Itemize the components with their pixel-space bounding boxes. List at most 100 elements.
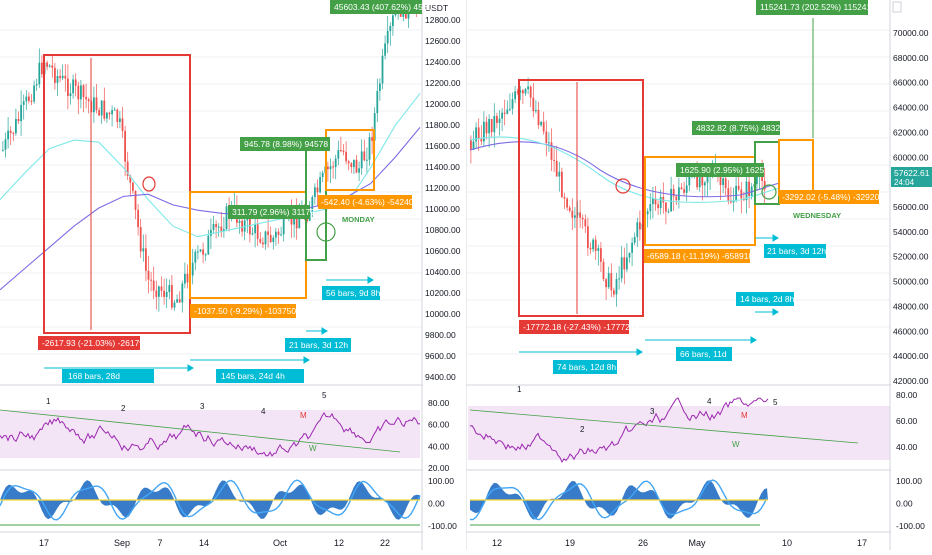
- left-candle: [277, 231, 280, 235]
- left-label-green-1-bg: [240, 137, 330, 151]
- right-candle: [745, 181, 748, 201]
- right-candle: [597, 248, 600, 251]
- right-candle: [529, 86, 532, 98]
- right-candle: [519, 90, 522, 93]
- left-candle: [194, 251, 197, 263]
- left-candle: [311, 197, 314, 213]
- right-candle: [501, 112, 503, 119]
- left-candle: [197, 251, 199, 253]
- left-green-circle: [316, 222, 336, 242]
- right-candle: [756, 176, 758, 185]
- right-candle: [566, 198, 568, 208]
- right-x-tick: May: [688, 538, 706, 548]
- left-label-orange-1-bg: [318, 195, 412, 209]
- left-x-tick: Sep: [114, 538, 130, 548]
- left-candle: [30, 100, 33, 102]
- left-rsi-mark-m: M: [300, 411, 307, 420]
- left-label-orange-2: -1037.50 (-9.29%) -103750: [194, 306, 296, 316]
- left-candle: [290, 214, 293, 225]
- left-candle: [295, 211, 298, 229]
- left-candle: [368, 137, 371, 160]
- left-candle: [210, 229, 212, 236]
- left-candle: [147, 270, 150, 280]
- right-label-top: 115241.73 (202.52%) 11524173: [760, 2, 881, 12]
- right-x-tick: 19: [565, 538, 575, 548]
- left-candle: [246, 218, 249, 221]
- right-label-red: -17772.18 (-27.43%) -1777218: [523, 322, 640, 332]
- left-candle: [158, 286, 160, 297]
- left-candle: [282, 217, 285, 235]
- left-label-orange-1: -542.40 (-4.63%) -54240: [321, 197, 414, 207]
- left-candle: [119, 118, 121, 122]
- right-candle: [607, 273, 610, 288]
- left-price-tick-label: 9600.00: [425, 351, 456, 361]
- right-osc-tick-label: 0.00: [896, 499, 913, 509]
- left-osc-tick-label: 100.00: [428, 476, 454, 486]
- price-tag-bg: [891, 167, 932, 187]
- left-label-red: -2617.93 (-21.03%) -261793: [42, 338, 149, 348]
- left-candle: [132, 182, 134, 191]
- right-osc-signal-line: [469, 479, 768, 521]
- right-candle: [620, 257, 623, 279]
- right-candle: [472, 141, 475, 150]
- left-candle: [137, 209, 139, 228]
- left-candle: [9, 130, 12, 133]
- left-price-tick-label: 10000.00: [425, 309, 461, 319]
- right-candle: [592, 239, 594, 250]
- right-candle: [537, 109, 540, 126]
- left-candle: [74, 79, 77, 86]
- left-candle: [243, 220, 246, 232]
- left-candle: [181, 283, 184, 303]
- right-price-tick-label: 64000.00: [893, 103, 929, 113]
- left-candle: [80, 85, 82, 100]
- right-candle: [496, 116, 498, 123]
- left-x-tick: 22: [380, 538, 390, 548]
- right-label-green-2-bg: [676, 163, 764, 177]
- left-candle: [238, 220, 241, 223]
- right-x-tick: 17: [857, 538, 867, 548]
- left-candle: [360, 151, 363, 169]
- left-x-tick: 12: [334, 538, 344, 548]
- left-price-tick-label: 11200.00: [425, 183, 460, 193]
- right-candle: [540, 121, 542, 126]
- left-price-tick-label: 12400.00: [425, 57, 461, 67]
- left-label-green-2: 311.79 (2.96%) 31179: [232, 207, 315, 217]
- left-candle: [363, 151, 366, 161]
- left-rsi-trendline: [0, 409, 401, 453]
- left-candle: [251, 233, 254, 235]
- left-candle: [129, 175, 132, 183]
- right-candle: [740, 189, 743, 199]
- right-candle: [584, 219, 587, 227]
- left-candle: [217, 226, 220, 228]
- right-candle: [626, 257, 628, 270]
- left-candle: [165, 291, 168, 297]
- right-candle: [522, 90, 524, 94]
- right-candle: [610, 273, 613, 291]
- right-price-tick-label: 42000.00: [893, 376, 929, 386]
- left-candle: [184, 273, 186, 284]
- left-candle: [82, 85, 85, 98]
- left-axis-bg: [423, 0, 466, 550]
- left-rsi-point-4: 4: [261, 407, 266, 416]
- right-price-tick-label: 44000.00: [893, 351, 929, 361]
- right-x-tick: 12: [492, 538, 502, 548]
- left-candle: [67, 78, 69, 97]
- settings-icon[interactable]: [892, 1, 902, 13]
- right-candle: [654, 198, 657, 205]
- right-label-green-1-bg: [692, 121, 780, 135]
- left-x-tick: 14: [199, 538, 209, 548]
- right-rsi-mark-w: W: [732, 440, 740, 449]
- left-candle: [264, 231, 267, 245]
- left-price-tick-label: 11000.00: [425, 204, 460, 214]
- left-candle: [48, 65, 51, 67]
- left-bars-2-bg: [216, 369, 304, 383]
- right-rsi-band: [468, 406, 890, 460]
- right-rsi-tick-label: 40.00: [896, 442, 918, 452]
- left-candle: [41, 62, 43, 75]
- left-rsi-point-5: 5: [322, 391, 327, 400]
- right-candle: [680, 187, 683, 190]
- left-candle: [334, 158, 337, 168]
- left-candle: [38, 62, 41, 85]
- currency-label: USDT: [425, 3, 448, 13]
